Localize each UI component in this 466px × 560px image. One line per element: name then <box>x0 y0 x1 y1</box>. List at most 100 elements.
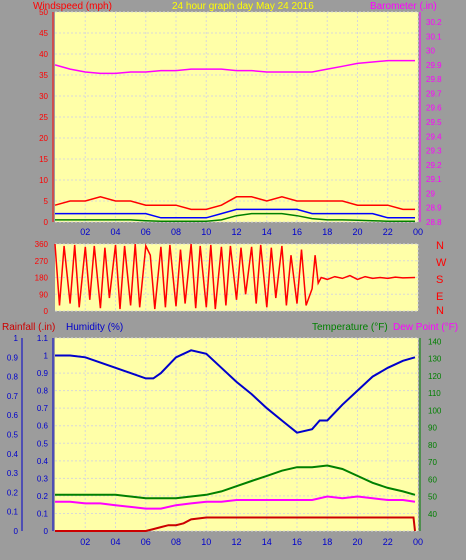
baro-tick-label: 28.8 <box>426 218 442 227</box>
baro-tick-label: 29.1 <box>426 175 442 184</box>
baro-tick-label: 29.4 <box>426 132 442 141</box>
temperature-axis-title: Temperature (°F) <box>312 322 388 333</box>
barometer-series-line <box>54 59 415 75</box>
baro-tick-label: 29.5 <box>426 118 442 127</box>
humidity-tick-label: 0.6 <box>37 422 49 431</box>
windspeed-axis-title: Windspeed (mph) <box>33 1 112 12</box>
direction-tick-label: 270 <box>35 257 49 266</box>
rain-tick-label: 0.3 <box>7 469 19 478</box>
humidity-tick-label: 0.7 <box>37 404 49 413</box>
rain-tick-label: 0.9 <box>7 353 19 362</box>
wind-tick-label: 35 <box>39 71 48 80</box>
wind-tick-label: 50 <box>39 8 48 17</box>
x-tick-label: 16 <box>292 537 302 547</box>
wind-direction-series-line <box>54 243 416 310</box>
x-tick-label: 22 <box>383 537 393 547</box>
wind-tick-label: 20 <box>39 134 48 143</box>
temp-tick-label: 90 <box>428 424 437 433</box>
temp-tick-label: 40 <box>428 510 437 519</box>
wind-tick-label: 15 <box>39 155 48 164</box>
x-tick-label: 22 <box>383 227 393 237</box>
rain-tick-label: 0.7 <box>7 392 19 401</box>
direction-tick-label: 360 <box>35 240 49 249</box>
baro-tick-label: 29.6 <box>426 104 442 113</box>
baro-tick-label: 30 <box>426 47 435 56</box>
compass-n-top: N <box>436 240 444 252</box>
x-tick-label: 10 <box>201 537 211 547</box>
baro-tick-label: 30.1 <box>426 32 442 41</box>
humidity-tick-label: 0.5 <box>37 439 49 448</box>
baro-tick-label: 28.9 <box>426 204 442 213</box>
barometer-axis-title: Barometer (.in) <box>370 1 437 12</box>
x-tick-label: 18 <box>322 537 332 547</box>
rainfall-axis-title: Rainfall (.in) <box>2 322 55 333</box>
humidity-series-line <box>55 349 416 434</box>
x-tick-label: 02 <box>80 227 90 237</box>
baro-tick-label: 29 <box>426 189 435 198</box>
x-tick-label: 14 <box>262 227 272 237</box>
rain-tick-label: 0.2 <box>7 488 19 497</box>
gust-series-line <box>54 196 415 211</box>
humidity-tick-label: 0.3 <box>37 474 49 483</box>
rain-tick-label: 0.1 <box>7 508 19 517</box>
x-tick-label: 02 <box>80 537 90 547</box>
baro-tick-label: 29.3 <box>426 147 442 156</box>
compass-w: W <box>436 257 447 269</box>
rain-tick-label: 0.8 <box>7 373 19 382</box>
wind-tick-label: 0 <box>44 218 49 227</box>
rainfall-series-line <box>55 516 416 532</box>
wind-tick-label: 40 <box>39 50 48 59</box>
tick-labels: 0202040406060808101012121414161618182020… <box>7 8 442 547</box>
chart-title: 24 hour graph day May 24 2016 <box>172 1 314 12</box>
temp-tick-label: 110 <box>428 389 441 398</box>
x-tick-label: 12 <box>232 227 242 237</box>
baro-tick-label: 30.2 <box>426 18 442 27</box>
baro-tick-label: 29.9 <box>426 61 442 70</box>
humidity-tick-label: 0.8 <box>37 387 49 396</box>
temp-tick-label: 60 <box>428 475 437 484</box>
x-tick-label: 12 <box>232 537 242 547</box>
humidity-tick-label: 0.1 <box>37 509 49 518</box>
compass-e: E <box>436 291 443 303</box>
rain-tick-label: 0.6 <box>7 411 19 420</box>
temp-tick-label: 50 <box>428 493 437 502</box>
rain-tick-label: 0.4 <box>7 450 19 459</box>
x-tick-label: 18 <box>322 227 332 237</box>
x-tick-label: 00 <box>413 227 423 237</box>
compass-n-bottom: N <box>436 305 444 317</box>
x-tick-label: 04 <box>111 227 121 237</box>
wind-tick-label: 30 <box>39 92 48 101</box>
dew_point-series-line <box>55 495 416 510</box>
humidity-tick-label: 0.2 <box>37 492 49 501</box>
direction-tick-label: 0 <box>44 307 49 316</box>
direction-tick-label: 90 <box>39 290 48 299</box>
x-tick-label: 00 <box>413 537 423 547</box>
humidity-tick-label: 0.4 <box>37 457 49 466</box>
temp-tick-label: 80 <box>428 441 437 450</box>
wind_low-series-line <box>55 212 415 222</box>
humidity-tick-label: 0.9 <box>37 369 49 378</box>
baro-tick-label: 29.8 <box>426 75 442 84</box>
wind-tick-label: 5 <box>44 197 49 206</box>
temp-tick-label: 100 <box>428 406 442 415</box>
temp-tick-label: 70 <box>428 458 437 467</box>
x-tick-label: 08 <box>171 537 181 547</box>
humidity-tick-label: 1 <box>44 352 49 361</box>
series-layer <box>54 59 416 532</box>
humidity-tick-label: 1.1 <box>37 334 49 343</box>
wind_avg-series-line <box>55 208 415 219</box>
x-tick-label: 06 <box>141 537 151 547</box>
rain-tick-label: 0.5 <box>7 431 19 440</box>
x-tick-label: 14 <box>262 537 272 547</box>
x-tick-label: 08 <box>171 227 181 237</box>
x-tick-label: 20 <box>353 537 363 547</box>
temp-tick-label: 120 <box>428 372 442 381</box>
wind-tick-label: 10 <box>39 176 48 185</box>
wind-tick-label: 25 <box>39 113 48 122</box>
rain-tick-label: 0 <box>14 527 19 536</box>
direction-tick-label: 180 <box>35 274 49 283</box>
x-tick-label: 16 <box>292 227 302 237</box>
baro-tick-label: 29.7 <box>426 89 442 98</box>
